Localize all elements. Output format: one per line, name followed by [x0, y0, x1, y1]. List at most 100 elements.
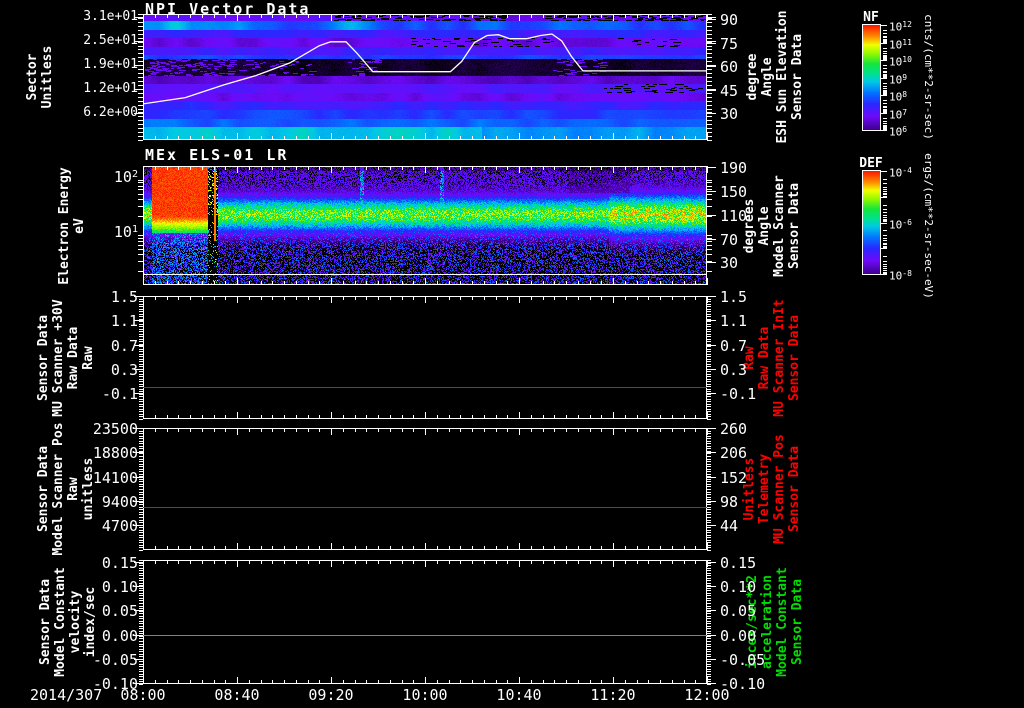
panel2-right-axis-label-text: degrees Angle Model Scanner Sensor Data — [742, 174, 802, 277]
colorbar-nf-tickmark — [881, 112, 887, 114]
colorbar-nf-tick-label: 1011 — [889, 37, 912, 52]
panel1-left-tick-label: 2.5e+01 — [83, 32, 138, 48]
colorbar-nf-tick-label: 108 — [889, 90, 908, 104]
colorbar-nf-minor-tickmark — [883, 47, 887, 49]
colorbar-nf-minor-tickmark — [883, 56, 887, 58]
colorbar-nf-minor-tickmark — [883, 74, 887, 76]
els-spectrogram-canvas — [143, 166, 707, 285]
panel5-left-tick-label: 0.00 — [101, 626, 138, 645]
colorbar-def-minor-tickmark — [883, 212, 887, 214]
colorbar-def-tick-label: 10-4 — [889, 166, 912, 180]
colorbar-nf-minor-tickmark — [883, 75, 887, 77]
panel5-left-tick-label: -0.05 — [92, 650, 138, 669]
colorbar-nf-tickmark — [881, 130, 887, 131]
x-axis-tick-label: 08:40 — [214, 686, 260, 704]
colorbar-nf-minor-tickmark — [883, 35, 887, 37]
colorbar-nf-minor-tickmark — [883, 109, 887, 111]
panel4-right-tick-label: 98 — [720, 492, 739, 511]
colorbar-nf-minor-tickmark — [883, 85, 887, 87]
colorbar-def-minor-tickmark — [883, 216, 887, 218]
panel4-left-tick-label: 23500 — [92, 420, 138, 438]
panel2-left-tick-label: 101 — [113, 223, 138, 242]
colorbar-nf-minor-tickmark — [883, 73, 887, 75]
colorbar-nf-minor-tickmark — [883, 58, 887, 60]
colorbar-def-minor-tickmark — [883, 263, 887, 265]
colorbar-def-minor-tickmark — [883, 204, 887, 206]
colorbar-nf-minor-tickmark — [883, 50, 887, 52]
colorbar-nf-minor-tickmark — [883, 70, 887, 72]
colorbar-nf-minor-tickmark — [883, 105, 887, 107]
panel2-right-tick-label: 190 — [720, 159, 748, 178]
colorbar-def-tickmark — [881, 274, 887, 275]
colorbar-nf-minor-tickmark — [883, 72, 887, 74]
colorbar-nf-minor-tickmark — [883, 110, 887, 112]
colorbar-def-units-text: ergs/(cm**2-sr-sec-eV) — [922, 153, 935, 299]
colorbar-nf-minor-tickmark — [883, 93, 887, 95]
colorbar-nf-minor-tickmark — [883, 117, 887, 119]
panel2-left-tick-label: 102 — [113, 168, 138, 187]
colorbar-def-minor-tickmark — [883, 256, 887, 257]
colorbar-nf-minor-tickmark — [883, 39, 887, 41]
colorbar-nf-tickmark — [881, 95, 887, 96]
colorbar-def-minor-tickmark — [883, 271, 887, 273]
panel4-left-axis-label-text: Sensor Data Model Scanner Pos Raw unitless — [36, 422, 96, 556]
panel5-left-tick-label: 0.05 — [101, 602, 138, 621]
colorbar-nf-units-text: cnts/(cm**2-sr-sec) — [922, 14, 935, 140]
colorbar-def-minor-tickmark — [883, 191, 887, 193]
x-axis-tick-label: 11:20 — [590, 686, 636, 704]
panel3-left-tick-label: 0.3 — [110, 360, 138, 379]
colorbar-nf-minor-tickmark — [883, 68, 887, 70]
npi-spectrogram-canvas — [143, 14, 707, 140]
panel3-left-tick-label: 1.5 — [110, 288, 138, 306]
x-axis-tick-label: 08:00 — [120, 686, 166, 704]
x-axis-tick-label: 12:00 — [684, 686, 730, 704]
colorbar-nf-tick-label: 1010 — [889, 55, 912, 69]
colorbar-nf-bar — [862, 24, 881, 131]
panel4-left-tick-label: 14100 — [92, 468, 138, 487]
colorbar-nf-minor-tickmark — [883, 91, 887, 93]
colorbar-def-minor-tickmark — [883, 218, 887, 220]
colorbar-nf-minor-tickmark — [883, 88, 887, 90]
colorbar-nf-minor-tickmark — [883, 100, 887, 102]
panel1-right-tick-label: 60 — [720, 58, 739, 77]
colorbar-nf-tickmark — [881, 77, 887, 79]
colorbar-def-minor-tickmark — [883, 245, 887, 247]
panel1-left-tick-label: 1.2e+01 — [83, 80, 138, 96]
panel3-right-tick-label: 1.5 — [720, 288, 748, 306]
colorbar-def-minor-tickmark — [883, 230, 887, 232]
colorbar-def-minor-tickmark — [883, 194, 887, 196]
colorbar-def-tick-label: 10-6 — [889, 217, 912, 232]
colorbar-nf-minor-tickmark — [883, 37, 887, 39]
colorbar-def-tickmark — [881, 196, 887, 198]
colorbar-nf-minor-tickmark — [883, 59, 887, 61]
colorbar-nf-minor-tickmark — [883, 120, 887, 122]
colorbar-nf-tickmark — [881, 25, 887, 26]
colorbar-def-minor-tickmark — [883, 244, 887, 246]
panel5-right-tick-label: -0.10 — [720, 674, 766, 693]
x-axis-tick-label: 10:00 — [402, 686, 448, 704]
colorbar-def-tickmark — [881, 222, 887, 224]
colorbar-def-minor-tickmark — [883, 186, 887, 188]
panel5-right-tick-label: 0.10 — [720, 578, 757, 597]
colorbar-def-minor-tickmark — [883, 192, 887, 194]
colorbar-def-minor-tickmark — [883, 270, 887, 271]
panel5-left-tick-label: 0.15 — [101, 553, 138, 572]
panel4-left-tick-label: 4700 — [101, 517, 138, 536]
colorbar-def-tick-label: 10-8 — [889, 269, 912, 283]
colorbar-nf-minor-tickmark — [883, 40, 887, 42]
panel5-left-tick-label: 0.10 — [101, 578, 138, 597]
colorbar-nf-minor-tickmark — [883, 123, 887, 125]
panel3-left-tick-label: 1.1 — [110, 312, 138, 331]
colorbar-nf-tick-label: 107 — [889, 107, 908, 122]
colorbar-nf-tick-label: 109 — [889, 72, 908, 87]
panel4-left-tick-label: 9400 — [101, 492, 138, 511]
colorbar-def-minor-tickmark — [883, 260, 887, 262]
panel5-right-tick-label: -0.05 — [720, 650, 766, 669]
panel3-left-axis-label-text: Sensor Data MU Scanner +30V Raw Data Raw — [36, 298, 96, 417]
panel-title-npi: NPI Vector Data — [145, 0, 311, 18]
colorbar-nf-minor-tickmark — [883, 38, 887, 40]
colorbar-def-minor-tickmark — [883, 238, 887, 239]
colorbar-nf-minor-tickmark — [883, 126, 887, 128]
panel2-right-tick-label: 150 — [720, 183, 748, 202]
